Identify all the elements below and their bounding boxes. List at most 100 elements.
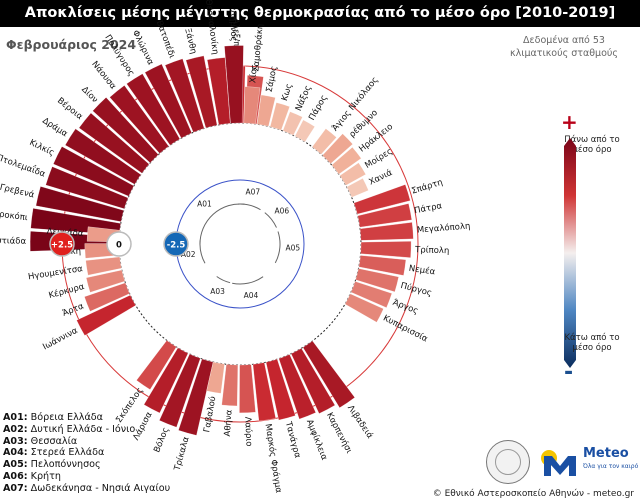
station-label: Χανιά (367, 168, 394, 188)
bar-a04 (290, 348, 336, 414)
bar-a06 (331, 146, 362, 175)
bar-a05 (357, 203, 412, 228)
station-label: Πάρος (307, 93, 329, 122)
bar-a07 (282, 111, 303, 136)
station-label: Δίον (79, 85, 99, 105)
station-label: Βέροια (55, 95, 85, 122)
bar-a02 (84, 282, 130, 312)
legend-item: A07: Δωδεκάνησα - Νησιά Αιγαίου (3, 483, 170, 495)
legend-item: A01: Βόρεια Ελλάδα (3, 412, 170, 424)
bar-a05 (358, 255, 407, 276)
bar-a06 (311, 128, 337, 155)
station-label: Πτολεμαΐδα (0, 151, 48, 180)
station-label: Πάτρα (413, 201, 443, 216)
group-arc (216, 276, 231, 284)
bar-a03 (136, 340, 177, 390)
bar-a01 (35, 186, 124, 222)
bar-a01 (45, 166, 129, 209)
station-label: Νάουσα (89, 60, 118, 92)
value-tick-circle (163, 231, 189, 257)
bar-a06 (346, 178, 369, 198)
bar-a02 (76, 294, 136, 336)
station-label: Αμφίκλεια (304, 418, 329, 462)
bar-a05 (350, 281, 393, 308)
station-label: Θεσσαλονίκη (203, 0, 220, 55)
region-legend: A01: Βόρεια Ελλάδα A02: Δυτική Ελλάδα - Ι… (3, 412, 170, 495)
legend-name: Δωδεκάνησα - Νησιά Αιγαίου (27, 482, 171, 494)
group-arc (264, 212, 277, 228)
bar-a04 (265, 358, 296, 421)
legend-name: Κρήτη (27, 470, 61, 482)
bar-a06 (322, 133, 353, 164)
bar-a05 (359, 222, 414, 241)
bar-a04 (206, 361, 225, 394)
legend-name: Θεσσαλία (27, 435, 78, 447)
legend-code: A01: (3, 412, 28, 423)
meteo-logo-icon (541, 450, 576, 476)
station-label: Γρεβενά (0, 183, 36, 201)
observatory-seal (486, 440, 530, 484)
bar-a05 (355, 268, 399, 293)
minus-sign: - (564, 360, 574, 385)
group-arc (199, 203, 245, 245)
station-label: Σπάρτη (410, 178, 444, 197)
group-arc (237, 203, 261, 211)
scale-top-label: Πάνω από το μέσο όρο (564, 135, 620, 155)
station-label: Κυπαρισσία (381, 313, 429, 344)
bar-a03 (178, 358, 214, 436)
value-tick-label: 0 (116, 241, 122, 251)
bar-a07 (243, 86, 261, 125)
group-label: A03 (210, 287, 225, 296)
station-label: Λιβαδειά (345, 404, 375, 441)
station-label: Ηγουμενίτσα (27, 264, 84, 282)
group-arc (199, 240, 206, 264)
bar-a04 (221, 364, 239, 407)
legend-item: A04: Στερεά Ελλάδα (3, 447, 170, 459)
value-tick-label: +2.5 (51, 241, 73, 251)
legend-code: A07: (3, 482, 28, 494)
legend-name: Δυτική Ελλάδα - Ιόνιο (27, 423, 136, 435)
station-label: Μαρκός Φράγμα (263, 423, 285, 494)
meteo-logo-text: Meteo (583, 446, 629, 461)
station-label: Κιλκίς (28, 138, 56, 159)
bar-a01 (126, 73, 181, 146)
group-label: A06 (274, 206, 289, 215)
station-label: Σαμοθράκη (251, 23, 265, 72)
station-label: Αλεξ/πολη (230, 18, 241, 62)
value-tick-circle (49, 231, 75, 257)
bar-a01 (53, 146, 135, 197)
bar-a07 (256, 94, 276, 127)
station-label: Βατοπέδι (154, 19, 178, 60)
station-label: Ιωάννινα (41, 326, 80, 353)
legend-item: A05: Πελοπόννησος (3, 459, 170, 471)
group-label: A02 (181, 250, 196, 259)
station-label: Μεγαλόπολη (416, 221, 470, 236)
bar-a04 (302, 340, 356, 409)
bar-a02 (85, 256, 122, 276)
chart-subtitle: Φεβρουάριος 2024 (6, 37, 137, 52)
legend-item: A02: Δυτική Ελλάδα - Ιόνιο (3, 424, 170, 436)
bar-a01 (109, 85, 169, 154)
station-label: Χίος (248, 64, 259, 84)
bar-a05 (344, 293, 384, 323)
source-note: Δεδομένα από 53 κλιματικούς σταθμούς (510, 35, 618, 59)
station-label: Τρίκαλα (172, 435, 191, 472)
legend-item: A03: Θεσσαλία (3, 436, 170, 448)
legend-code: A02: (3, 423, 28, 435)
bar-a04 (252, 362, 276, 422)
bar-a03 (159, 353, 201, 428)
station-label: Λαύριο (242, 416, 254, 446)
color-scale-bar (564, 138, 576, 368)
bar-a04 (278, 354, 316, 420)
legend-item: A06: Κρήτη (3, 471, 170, 483)
station-label: Κως (280, 82, 295, 102)
bar-a01 (185, 55, 218, 129)
station-label: Καρπενήσι (324, 411, 354, 455)
legend-code: A05: (3, 459, 28, 471)
station-label: Νεμέα (408, 263, 436, 278)
bar-a04 (239, 364, 256, 414)
group-label: A07 (245, 188, 260, 197)
bar-a01 (207, 57, 231, 126)
group-arc (274, 231, 281, 264)
